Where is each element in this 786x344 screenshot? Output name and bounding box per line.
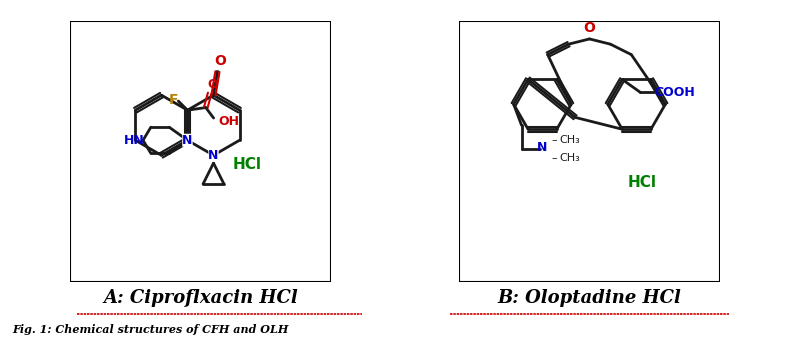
Text: N: N	[208, 149, 219, 162]
Text: A: Ciproflxacin HCl: A: Ciproflxacin HCl	[103, 289, 298, 307]
Text: O: O	[214, 54, 226, 68]
Text: CH₃: CH₃	[560, 153, 580, 163]
Text: O: O	[207, 78, 218, 90]
Text: –: –	[552, 135, 557, 144]
Text: CH₃: CH₃	[560, 135, 580, 144]
Text: HCl: HCl	[233, 157, 262, 172]
Text: F: F	[169, 93, 178, 107]
Text: OH: OH	[218, 116, 239, 128]
Text: HN: HN	[123, 134, 145, 147]
Text: N: N	[182, 134, 193, 147]
Text: COOH: COOH	[655, 86, 696, 99]
Text: HCl: HCl	[627, 175, 656, 190]
FancyBboxPatch shape	[459, 21, 720, 282]
Text: O: O	[583, 21, 596, 35]
Text: N: N	[538, 141, 548, 154]
FancyBboxPatch shape	[70, 21, 331, 282]
Text: –: –	[552, 153, 557, 163]
Text: Fig. 1: Chemical structures of CFH and OLH: Fig. 1: Chemical structures of CFH and O…	[12, 324, 288, 335]
Text: B: Oloptadine HCl: B: Oloptadine HCl	[498, 289, 681, 307]
